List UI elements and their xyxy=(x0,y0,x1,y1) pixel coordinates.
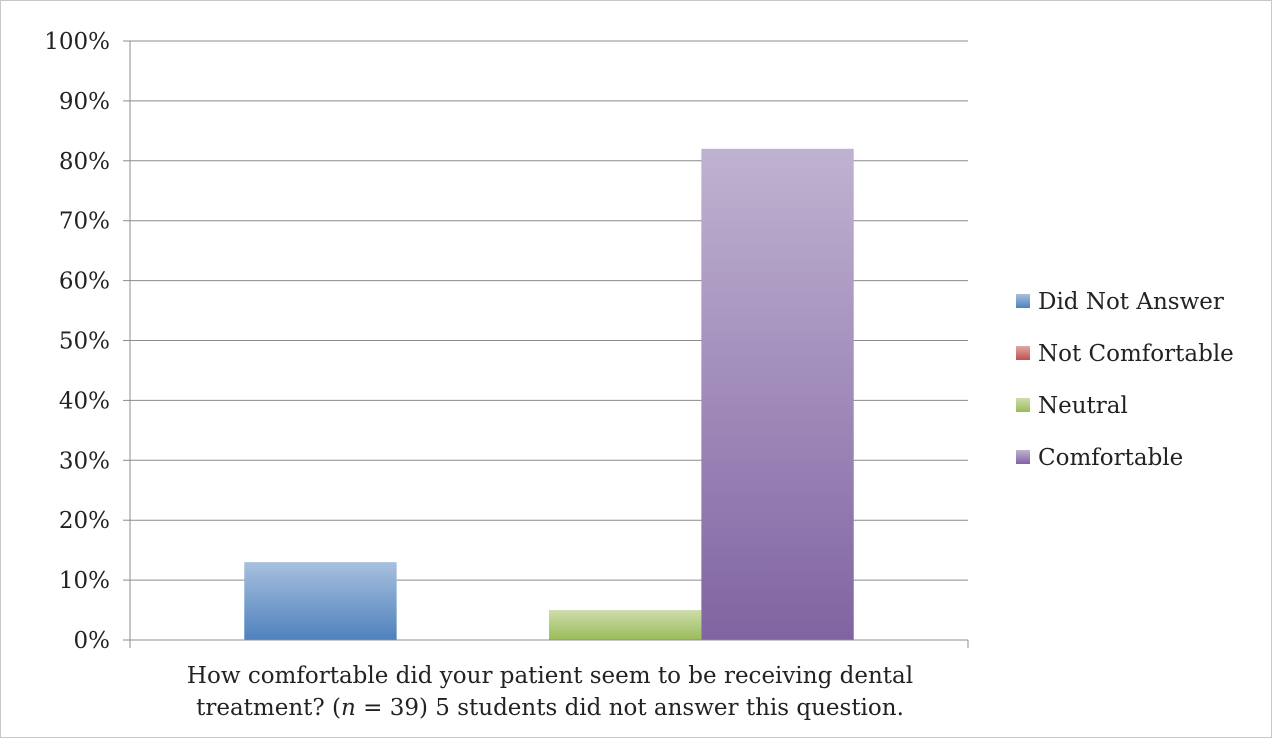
x-axis-label: How comfortable did your patient seem to… xyxy=(130,660,970,724)
y-axis-ticks: 0% 10% 20% 30% 40% 50% 60% 70% 80% 90% 100% xyxy=(44,29,110,654)
y-tick-label: 50% xyxy=(59,329,110,355)
y-tick-label: 40% xyxy=(59,388,110,414)
legend-label: Did Not Answer xyxy=(1038,289,1224,315)
x-axis-label-line-1: How comfortable did your patient seem to… xyxy=(186,663,914,689)
y-tick-label: 20% xyxy=(59,508,110,534)
y-tick-label: 80% xyxy=(59,149,110,175)
bar-did-not-answer xyxy=(244,562,397,640)
legend-swatch xyxy=(1016,450,1030,464)
y-tick-label: 30% xyxy=(59,448,110,474)
legend-label: Neutral xyxy=(1038,393,1128,419)
x-axis-label-n: n xyxy=(341,695,356,721)
y-tick-label: 100% xyxy=(44,29,110,55)
bar-comfortable xyxy=(701,148,854,640)
bar-neutral xyxy=(549,610,702,640)
legend: Did Not Answer Not Comfortable Neutral Comf… xyxy=(1016,289,1234,471)
legend-swatch xyxy=(1016,398,1030,412)
y-tick-label: 10% xyxy=(59,568,110,594)
x-axis-label-line-2-pre: treatment? ( xyxy=(196,695,341,721)
legend-label: Comfortable xyxy=(1038,445,1183,471)
y-tick-label: 90% xyxy=(59,89,110,115)
bars xyxy=(244,148,854,640)
legend-swatch xyxy=(1016,346,1030,360)
x-axis-label-line-2: treatment? (n = 39) 5 students did not a… xyxy=(130,692,970,724)
legend-swatch xyxy=(1016,294,1030,308)
axes xyxy=(129,41,969,648)
x-axis-label-line-2-post: = 39) 5 students did not answer this que… xyxy=(355,695,904,721)
y-tick-label: 0% xyxy=(74,628,111,654)
y-tick-label: 70% xyxy=(59,209,110,235)
legend-label: Not Comfortable xyxy=(1038,341,1234,367)
y-tick-label: 60% xyxy=(59,269,110,295)
